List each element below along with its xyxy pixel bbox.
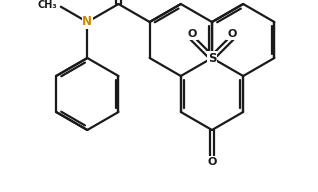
Text: O: O xyxy=(188,29,197,39)
Text: N: N xyxy=(82,16,92,28)
Text: O: O xyxy=(207,157,217,167)
Text: O: O xyxy=(227,29,237,39)
Text: S: S xyxy=(208,51,216,65)
Text: CH₃: CH₃ xyxy=(37,0,57,10)
